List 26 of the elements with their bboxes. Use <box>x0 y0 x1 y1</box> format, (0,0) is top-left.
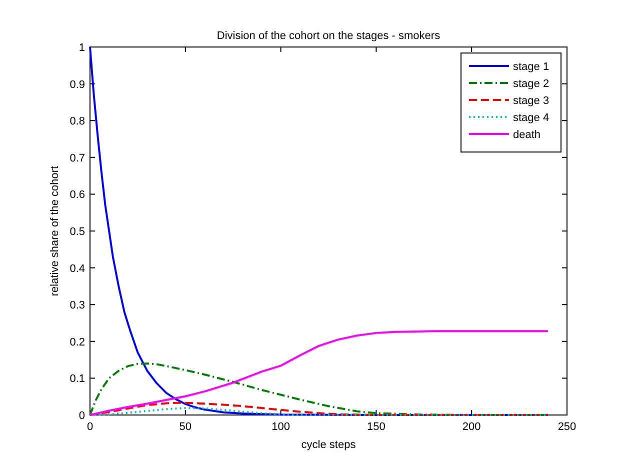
y-tick-label: 0.1 <box>70 373 85 386</box>
y-tick-label: 0.7 <box>70 152 85 164</box>
x-tick-label: 200 <box>462 421 481 433</box>
x-tick-label: 150 <box>367 421 386 433</box>
legend-label: stage 2 <box>513 78 550 90</box>
legend-label: stage 4 <box>513 112 550 124</box>
legend-label: death <box>513 129 541 141</box>
y-tick-label: 0.2 <box>70 336 85 348</box>
y-tick-label: 0.5 <box>70 226 85 238</box>
y-tick-label: 0.6 <box>70 189 85 202</box>
line-series <box>89 330 549 416</box>
legend-label: stage 1 <box>513 61 550 73</box>
y-axis-title: relative share of the cohort <box>49 166 61 296</box>
x-axis-title: cycle steps <box>301 439 356 451</box>
x-tick-label: 0 <box>86 421 94 433</box>
y-tick-label: 0.3 <box>70 300 85 312</box>
y-tick-label: 0.8 <box>70 116 85 128</box>
x-tick-label: 250 <box>558 421 576 433</box>
y-tick-label: 0.4 <box>70 262 85 275</box>
x-tick-label: 100 <box>272 421 290 433</box>
chart-title: Division of the cohort on the stages - smokers <box>216 30 441 42</box>
y-tick-label: 0.9 <box>70 78 85 91</box>
y-tick-label: 0 <box>78 410 85 422</box>
x-tick-label: 50 <box>179 421 192 433</box>
legend-label: stage 3 <box>513 95 550 107</box>
y-tick-label: 1 <box>78 42 85 54</box>
